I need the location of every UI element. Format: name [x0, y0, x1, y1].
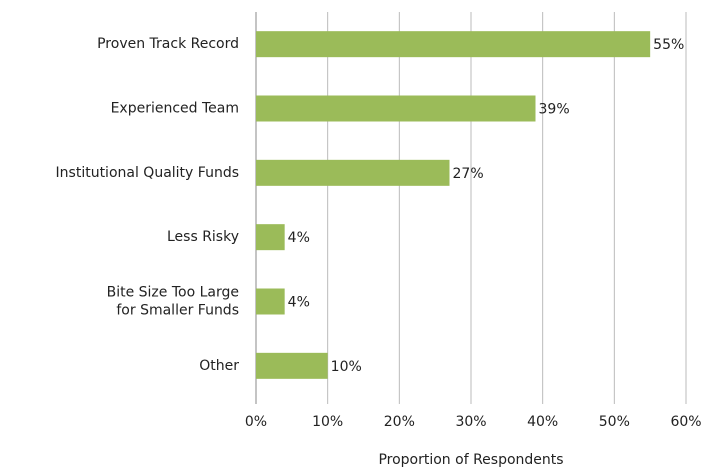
bar — [256, 159, 450, 186]
data-label: 55% — [653, 37, 684, 53]
y-tick-label: Bite Size Too Large for Smaller Funds — [107, 285, 239, 319]
bar — [256, 288, 285, 315]
data-label: 39% — [539, 102, 570, 118]
y-tick-label: Other — [199, 358, 239, 374]
data-label: 10% — [331, 359, 362, 375]
bar — [256, 224, 285, 251]
bar — [256, 31, 651, 58]
bar — [256, 352, 328, 379]
x-tick-label: 50% — [599, 414, 630, 430]
data-label: 27% — [453, 166, 484, 182]
x-tick-label: 0% — [245, 414, 267, 430]
x-tick-label: 10% — [312, 414, 343, 430]
y-tick-label: Proven Track Record — [97, 36, 239, 52]
x-tick-label: 40% — [527, 414, 558, 430]
x-tick-label: 20% — [384, 414, 415, 430]
x-tick-label: 60% — [670, 414, 701, 430]
y-tick-label: Experienced Team — [111, 101, 239, 117]
data-label: 4% — [288, 295, 310, 311]
data-label: 4% — [288, 230, 310, 246]
y-tick-label: Institutional Quality Funds — [56, 165, 239, 181]
x-axis-title: Proportion of Respondents — [378, 452, 563, 468]
x-tick-label: 30% — [455, 414, 486, 430]
y-tick-label: Less Risky — [167, 229, 239, 245]
bar — [256, 95, 536, 122]
